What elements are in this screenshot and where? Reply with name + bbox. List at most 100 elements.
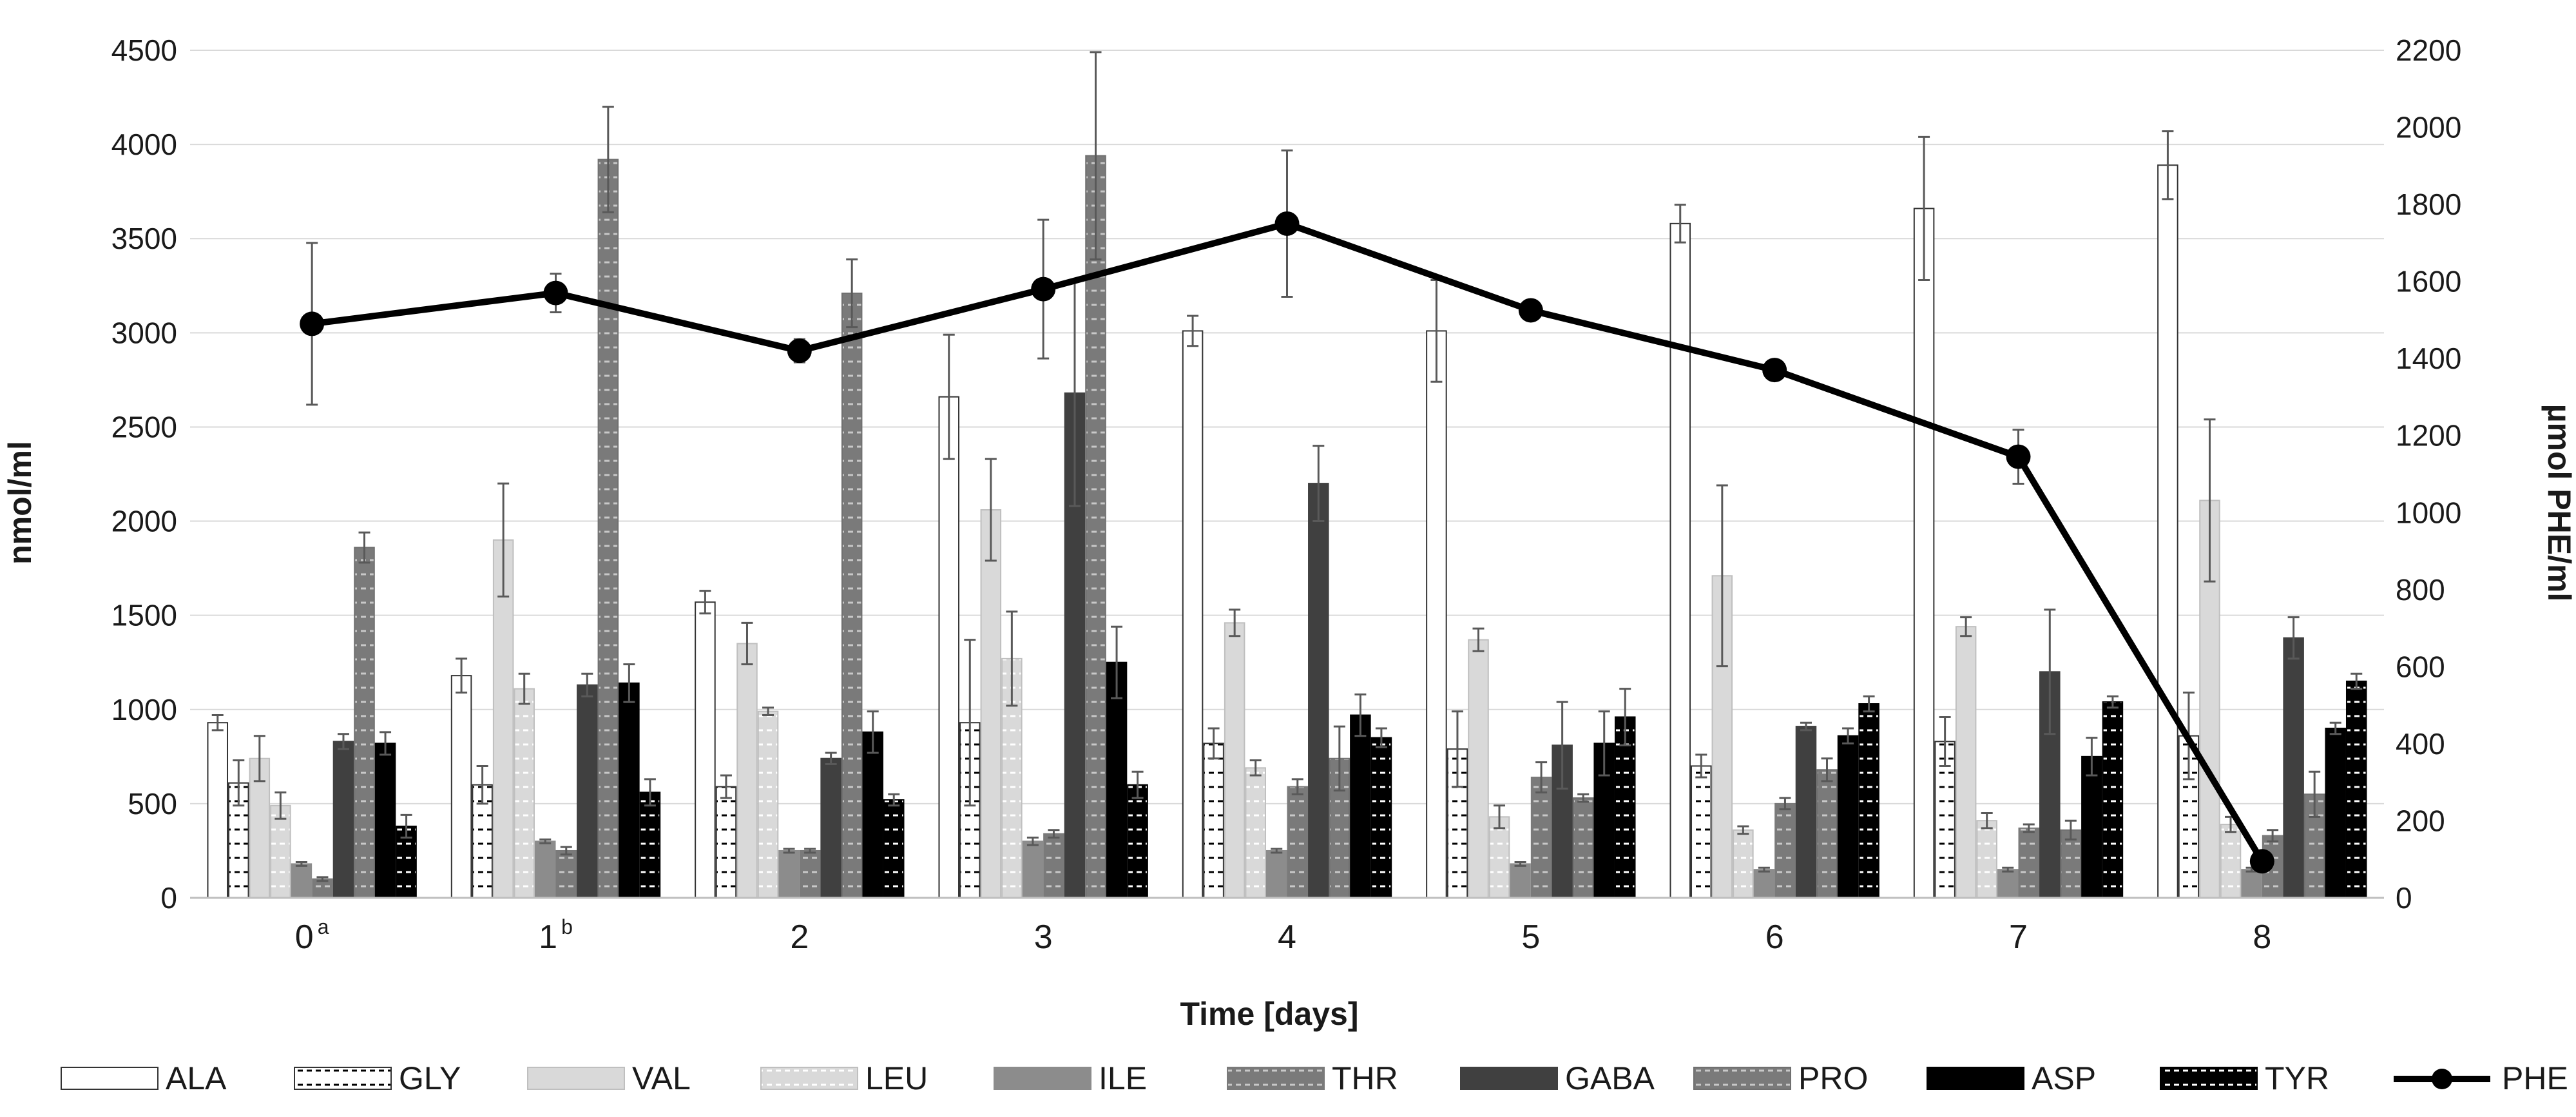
legend: ALA GLY VAL LEU ILE THR GABA PRO ASP TYR PHE — [61, 1060, 2568, 1096]
bar-pro-day-2 — [841, 292, 863, 898]
bar-ile-day-3 — [1022, 840, 1044, 899]
bar-ile-day-6 — [1753, 869, 1775, 898]
phe-point-day-0 — [300, 311, 325, 336]
legend-label: TYR — [2265, 1060, 2329, 1096]
bar-leu-day-7 — [1976, 820, 1997, 898]
bar-leu-day-4 — [1245, 767, 1266, 899]
bar-pro-day-0 — [354, 547, 375, 898]
x-tick-label: 6 — [1765, 918, 1784, 956]
bar-asp-day-2 — [862, 731, 883, 899]
bar-ala-day-1 — [450, 675, 472, 898]
x-tick-label: 3 — [1034, 918, 1053, 956]
bar-gly-day-1 — [472, 784, 493, 898]
bar-gaba-day-2 — [820, 757, 841, 899]
bar-tyr-day-7 — [2102, 701, 2124, 898]
y-tick-label: 4500 — [111, 34, 177, 67]
legend-label: LEU — [865, 1060, 928, 1096]
bar-gaba-day-4 — [1308, 483, 1329, 898]
phe-point-day-7 — [2006, 444, 2031, 469]
bar-pro-day-1 — [597, 159, 619, 898]
legend-label: ASP — [2032, 1060, 2096, 1096]
y2-tick-label: 600 — [2396, 650, 2445, 683]
bar-ile-day-5 — [1510, 863, 1531, 899]
phe-point-day-5 — [1518, 298, 1543, 323]
phe-point-day-3 — [1031, 277, 1056, 302]
bar-leu-day-2 — [757, 710, 779, 898]
bar-ala-day-7 — [1913, 208, 1935, 898]
bar-asp-day-6 — [1837, 735, 1859, 898]
legend-swatch-gaba — [1460, 1067, 1558, 1090]
bar-gaba-day-0 — [332, 741, 354, 899]
bar-ala-day-6 — [1669, 222, 1691, 898]
bar-pro-day-8 — [2303, 793, 2325, 899]
x-tick-label: 4 — [1278, 918, 1296, 956]
y-tick-label: 3500 — [111, 222, 177, 255]
phe-point-day-6 — [1762, 358, 1787, 383]
bar-thr-day-5 — [1530, 776, 1552, 898]
bar-ile-day-7 — [1997, 869, 2019, 898]
y2-tick-label: 1800 — [2396, 188, 2461, 221]
legend-label: PHE — [2502, 1060, 2568, 1096]
legend-swatch-asp — [1927, 1067, 2024, 1090]
bar-gaba-day-1 — [577, 684, 598, 899]
phe-point-day-2 — [787, 338, 812, 364]
y-tick-label: 0 — [160, 881, 177, 915]
y-tick-label: 3000 — [111, 316, 177, 349]
bar-leu-day-8 — [2220, 824, 2242, 898]
legend-swatch-gly — [294, 1067, 392, 1090]
y2-tick-label: 1400 — [2396, 342, 2461, 375]
left-axis-ticks: 0 500 1000 1500 2000 2500 3000 3500 4000 4500 — [111, 34, 177, 915]
bar-val-day-5 — [1468, 639, 1489, 899]
gridlines — [190, 50, 2384, 804]
bar-ala-day-0 — [207, 722, 229, 898]
y-axis-title: nmol/ml — [2, 441, 38, 565]
bar-ala-day-4 — [1182, 330, 1204, 898]
y2-tick-label: 800 — [2396, 573, 2445, 607]
y-tick-label: 1500 — [111, 599, 177, 632]
legend-marker-phe — [2432, 1069, 2452, 1089]
y-tick-label: 2000 — [111, 505, 177, 538]
y2-tick-label: 2200 — [2396, 34, 2461, 67]
bar-ala-day-5 — [1426, 330, 1447, 898]
y2-tick-label: 400 — [2396, 727, 2445, 761]
y-tick-label: 2500 — [111, 410, 177, 443]
phe-point-day-8 — [2249, 849, 2274, 874]
bar-asp-day-8 — [2325, 728, 2346, 898]
bar-asp-day-1 — [619, 682, 640, 899]
y-tick-label: 1000 — [111, 693, 177, 726]
bar-thr-day-3 — [1043, 833, 1064, 898]
y-tick-label: 500 — [128, 787, 177, 821]
bar-asp-day-4 — [1350, 714, 1371, 898]
bar-tyr-day-1 — [639, 792, 661, 899]
bar-val-day-4 — [1224, 622, 1245, 898]
bar-thr-day-7 — [2018, 827, 2040, 899]
y2-tick-label: 2000 — [2396, 111, 2461, 144]
bar-leu-day-6 — [1733, 829, 1754, 899]
bar-pro-day-7 — [2060, 829, 2082, 899]
legend-label: THR — [1332, 1060, 1398, 1096]
bar-ala-day-8 — [2157, 164, 2178, 898]
legend-swatch-ala — [61, 1067, 159, 1090]
bar-pro-day-6 — [1816, 769, 1838, 899]
y2-tick-label: 0 — [2396, 881, 2412, 915]
bar-val-day-7 — [1955, 626, 1977, 898]
bar-thr-day-6 — [1774, 802, 1796, 899]
phe-point-day-1 — [543, 280, 568, 306]
x-tick-label: 5 — [1521, 918, 1540, 956]
y2-tick-label: 200 — [2396, 804, 2445, 837]
legend-swatch-ile — [994, 1067, 1091, 1090]
legend-swatch-leu — [760, 1067, 858, 1090]
bar-pro-day-3 — [1085, 155, 1106, 899]
y2-tick-label: 1000 — [2396, 496, 2461, 529]
bar-ile-day-1 — [534, 840, 556, 899]
legend-label: GLY — [399, 1060, 461, 1096]
bar-leu-day-5 — [1488, 816, 1510, 899]
bar-ala-day-3 — [938, 396, 960, 898]
bar-tyr-day-4 — [1370, 737, 1392, 898]
bar-ala-day-2 — [695, 601, 716, 898]
y-tick-label: 4000 — [111, 128, 177, 161]
phe-point-day-4 — [1274, 211, 1300, 236]
bar-ile-day-2 — [778, 850, 800, 899]
